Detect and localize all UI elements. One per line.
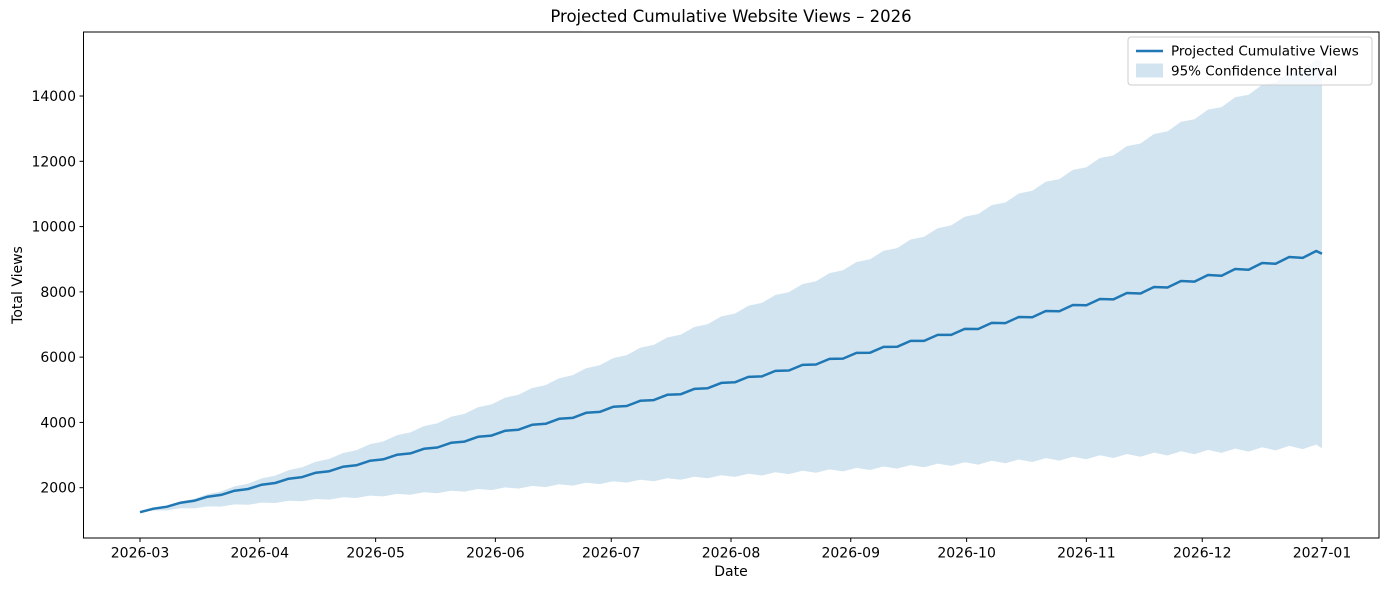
x-tick-label: 2026-12 [1173,546,1232,562]
x-tick-label: 2026-07 [582,546,641,562]
chart-title: Projected Cumulative Website Views – 202… [550,7,911,26]
x-tick-label: 2026-08 [702,546,761,562]
legend: Projected Cumulative Views 95% Confidenc… [1127,36,1373,86]
y-tick-label: 14000 [31,89,76,105]
y-tick-label: 2000 [40,481,76,497]
y-tick-label: 4000 [40,415,76,431]
x-axis-label: Date [714,564,747,580]
y-axis-label: Total Views [10,246,26,325]
x-tick-label: 2026-05 [346,546,405,562]
y-tick-label: 6000 [40,350,76,366]
legend-patch-sample [1136,63,1163,78]
y-tick-label: 12000 [31,154,76,170]
x-tick-label: 2026-09 [821,546,880,562]
legend-frame [1127,36,1373,86]
x-tick-label: 2026-11 [1057,546,1116,562]
legend-item-label: 95% Confidence Interval [1171,64,1337,80]
y-tick-label: 10000 [31,220,76,236]
y-axis-ticks: 2000 4000 6000 8000 10000 12000 14000 [31,89,84,497]
legend-item-label: Projected Cumulative Views [1171,44,1359,60]
x-tick-label: 2027-01 [1293,546,1352,562]
x-tick-label: 2026-10 [937,546,996,562]
x-tick-label: 2026-04 [230,546,289,562]
x-tick-label: 2026-06 [466,546,525,562]
confidence-band [140,59,1322,513]
x-axis-ticks: 2026-03 2026-04 2026-05 2026-06 2026-07 2026-… [111,538,1352,562]
y-tick-label: 8000 [40,285,76,301]
plot-layer [139,59,1323,514]
x-tick-label: 2026-03 [111,546,170,562]
projection-line [139,249,1323,514]
